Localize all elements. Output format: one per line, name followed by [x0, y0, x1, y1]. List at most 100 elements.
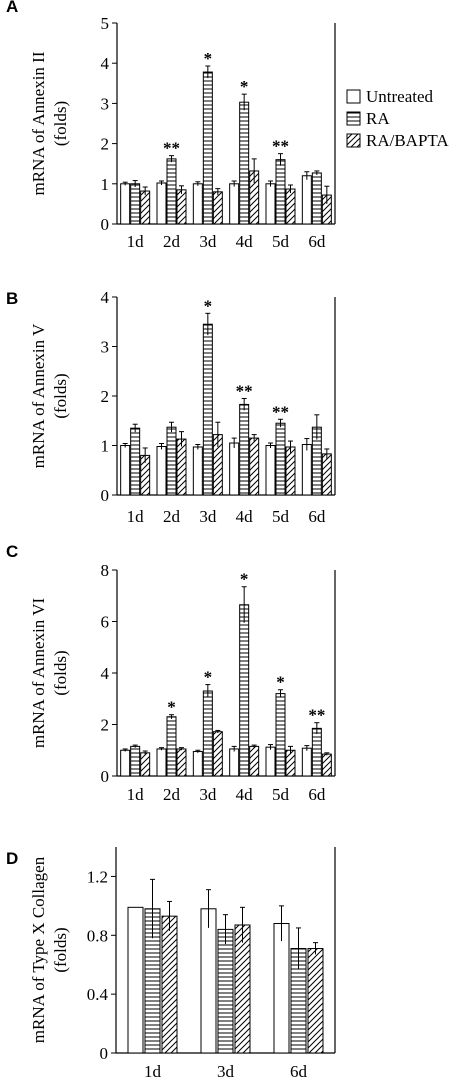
bar: [161, 915, 178, 1054]
y-tick-label: 3: [101, 338, 110, 357]
panel-letter: A: [6, 0, 18, 16]
legend-label: RA/BAPTA: [366, 131, 449, 150]
y-axis-label: mRNA of Annexin V (folds): [29, 323, 70, 468]
bar: [265, 746, 276, 777]
y-tick-label: 0.4: [87, 985, 109, 1004]
bar: [166, 716, 177, 777]
significance-mark: *: [204, 296, 213, 315]
bar: [229, 748, 240, 777]
significance-mark: *: [204, 668, 213, 687]
bar: [239, 403, 250, 496]
bar: [140, 190, 151, 225]
bar: [249, 745, 260, 777]
y-tick-label: 0.8: [87, 926, 108, 945]
y-axis-label: mRNA of Type X Collagen (folds): [29, 856, 70, 1043]
legend-swatch: [346, 133, 361, 148]
bar: [156, 182, 167, 225]
significance-mark: *: [276, 673, 285, 692]
x-tick-label: 6d: [290, 1062, 308, 1081]
bar: [321, 753, 332, 777]
x-tick-label: 4d: [236, 785, 254, 804]
y-tick-label: 0: [101, 767, 110, 786]
y-tick-label: 1: [101, 437, 110, 456]
y-tick-label: 0: [100, 1044, 109, 1063]
bar: [202, 71, 213, 225]
x-tick-label: 5d: [272, 232, 290, 251]
y-tick-label: 0: [101, 215, 110, 234]
x-tick-label: 6d: [308, 232, 326, 251]
significance-mark: **: [272, 137, 289, 156]
bar: [192, 446, 203, 496]
x-tick-label: 6d: [308, 785, 326, 804]
x-tick-label: 1d: [127, 507, 145, 526]
bar: [212, 191, 223, 225]
panel-letter: D: [6, 849, 18, 868]
x-tick-label: 3d: [199, 507, 217, 526]
x-tick-label: 1d: [144, 1062, 162, 1081]
bar: [285, 446, 296, 496]
y-tick-label: 6: [101, 613, 110, 632]
bar: [120, 445, 131, 496]
bar: [229, 442, 240, 496]
bar: [192, 751, 203, 777]
bar: [239, 101, 250, 225]
bar: [273, 923, 290, 1054]
significance-mark: *: [167, 698, 176, 717]
panel-letter: B: [6, 289, 18, 308]
bar: [249, 437, 260, 496]
y-axis-label: mRNA of Annexin II (folds): [29, 51, 70, 195]
bar: [212, 731, 223, 777]
bar: [265, 445, 276, 496]
bar: [307, 948, 324, 1054]
bar: [275, 159, 286, 225]
x-tick-label: 1d: [127, 785, 145, 804]
x-tick-label: 3d: [199, 785, 217, 804]
bar: [301, 175, 312, 225]
bar: [202, 690, 213, 777]
bar: [166, 426, 177, 496]
legend-item: RA: [346, 109, 390, 128]
legend-label: RA: [366, 109, 390, 128]
bar: [176, 748, 187, 777]
x-tick-label: 2d: [163, 785, 181, 804]
significance-mark: *: [240, 77, 249, 96]
bar: [301, 747, 312, 777]
significance-mark: **: [236, 381, 253, 400]
x-tick-label: 5d: [272, 785, 290, 804]
x-tick-label: 1d: [127, 232, 145, 251]
bar: [140, 752, 151, 777]
bar: [265, 183, 276, 225]
y-axis-label: mRNA of Annexin VI (folds): [29, 597, 70, 748]
y-tick-label: 2: [101, 387, 110, 406]
bar: [130, 427, 141, 496]
y-tick-label: 1.2: [87, 867, 108, 886]
bar: [120, 749, 131, 777]
y-tick-label: 8: [101, 561, 110, 580]
panel-letter: C: [6, 542, 18, 561]
legend-item: Untreated: [346, 87, 434, 106]
bar: [239, 604, 250, 777]
bar: [301, 444, 312, 496]
y-tick-label: 0: [101, 486, 110, 505]
bar: [127, 906, 144, 1054]
bar: [275, 422, 286, 496]
bar: [130, 183, 141, 225]
y-tick-label: 4: [101, 54, 110, 73]
bar: [176, 438, 187, 496]
bar: [229, 183, 240, 225]
y-tick-label: 4: [101, 664, 110, 683]
bar: [130, 745, 141, 777]
legend-swatch: [346, 89, 361, 104]
bar: [120, 183, 131, 225]
bar: [285, 188, 296, 225]
x-tick-label: 4d: [236, 507, 254, 526]
bar: [156, 748, 167, 777]
y-tick-label: 3: [101, 94, 110, 113]
bar: [156, 445, 167, 496]
x-tick-label: 2d: [163, 507, 181, 526]
legend-item: RA/BAPTA: [346, 131, 449, 150]
